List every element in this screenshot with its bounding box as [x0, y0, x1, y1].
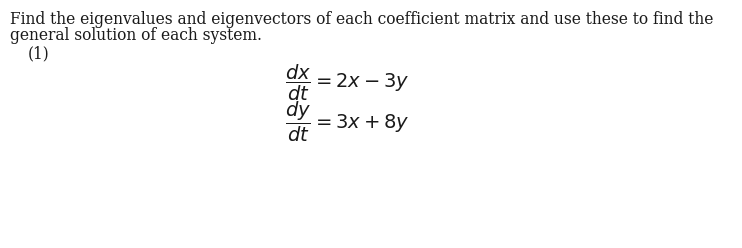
Text: (1): (1) [28, 45, 50, 62]
Text: Find the eigenvalues and eigenvectors of each coefficient matrix and use these t: Find the eigenvalues and eigenvectors of… [10, 11, 713, 28]
Text: general solution of each system.: general solution of each system. [10, 27, 262, 44]
Text: $\dfrac{dy}{dt} = 3x + 8y$: $\dfrac{dy}{dt} = 3x + 8y$ [285, 100, 410, 144]
Text: $\dfrac{dx}{dt} = 2x - 3y$: $\dfrac{dx}{dt} = 2x - 3y$ [285, 63, 410, 103]
